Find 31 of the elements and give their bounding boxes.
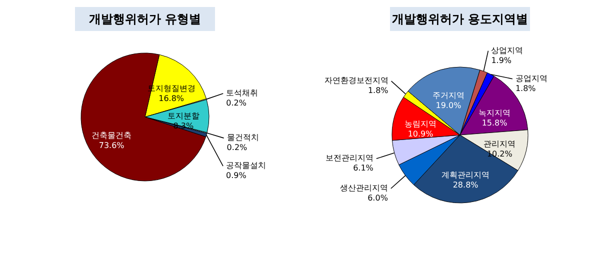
chart-title: 개발행위허가 용도지역별 [392, 12, 528, 26]
slice-label: 관리지역 [484, 140, 516, 149]
slice-label: 공업지역 [515, 74, 548, 83]
data-label: 0.2% [226, 143, 248, 152]
data-label: 6.1% [353, 164, 374, 173]
slice-label: 생산관리지역 [340, 183, 388, 192]
chart-title: 개발행위허가 유형별 [88, 12, 202, 26]
data-label: 73.6% [98, 140, 125, 150]
data-label: 1.9% [491, 56, 512, 65]
data-label: 15.8% [482, 118, 508, 128]
data-label: 10.9% [408, 130, 434, 139]
slice-label: 건축물건축 [92, 130, 132, 140]
data-label: 28.8% [452, 180, 479, 190]
data-label: 16.8% [158, 94, 184, 104]
slice-label: 토지분할 [167, 111, 200, 120]
data-label: 19.0% [436, 100, 462, 110]
slice-label: 자연환경보전지역 [324, 76, 388, 86]
slice-label: 상업지역 [491, 46, 524, 55]
data-label: 6.0% [368, 193, 388, 202]
slice-label: 주거지역 [432, 90, 464, 100]
slice-label: 물건적치 [226, 133, 259, 142]
slice-label: 녹지지역 [478, 108, 511, 118]
slice-label: 공작물설치 [226, 161, 266, 170]
slice-label: 보전관리지역 [325, 154, 374, 163]
data-label: 0.9% [226, 171, 247, 180]
slice-label: 토석채취 [226, 88, 258, 98]
data-label: 0.2% [226, 98, 247, 108]
slice-label: 계획관리지역 [442, 170, 490, 180]
data-label: 1.8% [368, 86, 389, 96]
slice-label: 농림지역 [404, 120, 437, 129]
data-label: 1.8% [515, 84, 536, 93]
